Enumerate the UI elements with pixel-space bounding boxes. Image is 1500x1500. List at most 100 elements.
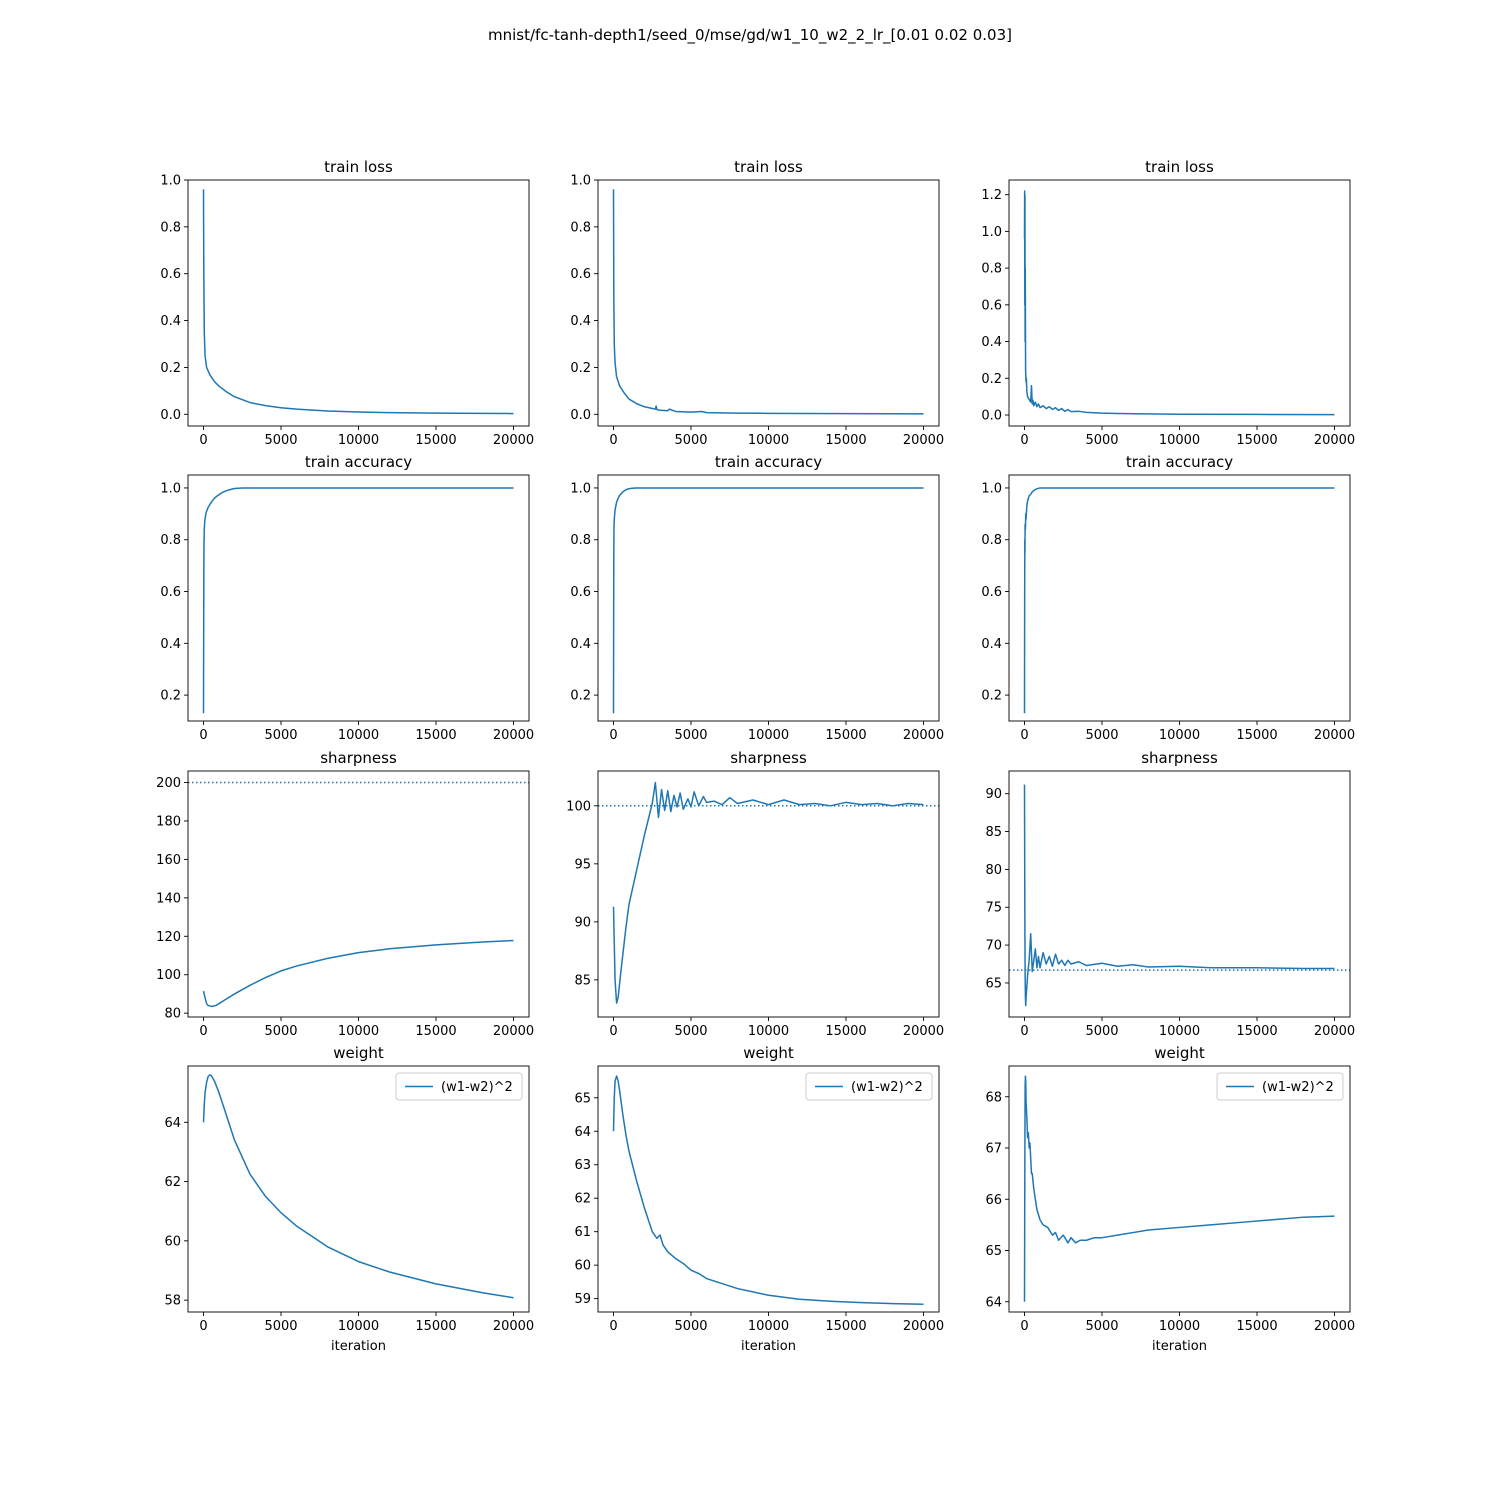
x-tick-label: 5000 bbox=[264, 1319, 297, 1334]
subplot-acc-lr2: train accuracy 0 5000 10000 15000 20000 0.2 0.4… bbox=[570, 453, 944, 743]
subplot-title: train loss bbox=[734, 158, 803, 176]
y-tick-label: 0.0 bbox=[981, 408, 1002, 423]
x-tick-label: 10000 bbox=[338, 433, 379, 448]
subplot-title: train accuracy bbox=[1126, 453, 1233, 471]
y-tick-label: 64 bbox=[574, 1125, 591, 1140]
subplot-title: sharpness bbox=[730, 749, 807, 767]
x-tick-label: 15000 bbox=[415, 1024, 456, 1039]
series-line bbox=[1023, 1075, 1335, 1302]
legend-label: (w1-w2)^2 bbox=[441, 1080, 513, 1095]
series-line bbox=[202, 939, 514, 1008]
x-tick-label: 15000 bbox=[415, 1319, 456, 1334]
y-tick-label: 85 bbox=[574, 973, 591, 988]
y-tick-label: 0.4 bbox=[160, 637, 181, 652]
x-tick-label: 10000 bbox=[338, 1319, 379, 1334]
x-tick-label: 10000 bbox=[1159, 728, 1200, 743]
subplot-sharp-lr1: sharpness 0 5000 10000 15000 20000 80 100 120 140… bbox=[156, 749, 534, 1039]
y-tick-label: 63 bbox=[574, 1158, 591, 1173]
x-tick-label: 0 bbox=[609, 1024, 617, 1039]
y-tick-label: 80 bbox=[164, 1007, 181, 1022]
series-line bbox=[612, 487, 924, 714]
y-tick-label: 0.2 bbox=[570, 689, 591, 704]
x-tick-label: 20000 bbox=[1314, 728, 1355, 743]
x-tick-label: 5000 bbox=[674, 1024, 707, 1039]
x-tick-label: 20000 bbox=[903, 728, 944, 743]
y-tick-label: 0.6 bbox=[981, 298, 1002, 313]
y-tick-label: 100 bbox=[566, 799, 591, 814]
x-tick-label: 15000 bbox=[825, 1024, 866, 1039]
x-tick-label: 10000 bbox=[1159, 433, 1200, 448]
x-tick-label: 5000 bbox=[674, 1319, 707, 1334]
x-tick-label: 10000 bbox=[748, 1024, 789, 1039]
x-tick-label: 0 bbox=[1020, 1024, 1028, 1039]
y-tick-label: 0.8 bbox=[160, 533, 181, 548]
subplot-title: train loss bbox=[324, 158, 393, 176]
subplot-title: weight bbox=[743, 1044, 794, 1062]
axes-frame bbox=[1008, 474, 1351, 722]
y-tick-label: 0.4 bbox=[981, 335, 1002, 350]
y-tick-label: 75 bbox=[985, 901, 1002, 916]
y-tick-label: 120 bbox=[156, 930, 181, 945]
x-tick-label: 10000 bbox=[1159, 1319, 1200, 1334]
x-tick-label: 20000 bbox=[493, 728, 534, 743]
subplot-loss-lr2: train loss 0 5000 10000 15000 20000 0.0 0.2 0.4 0… bbox=[570, 158, 944, 448]
series-line bbox=[612, 1075, 924, 1306]
subplot-loss-lr1: train loss 0 5000 10000 15000 20000 0.0 0.2 0.4 0… bbox=[160, 158, 534, 448]
y-tick-label: 65 bbox=[985, 976, 1002, 991]
y-tick-label: 160 bbox=[156, 853, 181, 868]
y-tick-label: 62 bbox=[574, 1192, 591, 1207]
subplot-sharp-lr2: sharpness 0 5000 10000 15000 20000 85 90 95 100 bbox=[566, 749, 944, 1039]
y-tick-label: 67 bbox=[985, 1142, 1002, 1157]
y-tick-label: 1.0 bbox=[570, 481, 591, 496]
axes-frame bbox=[1008, 179, 1351, 427]
x-tick-label: 20000 bbox=[493, 433, 534, 448]
subplot-sharp-lr3: sharpness 0 5000 10000 15000 20000 65 70 75 80 85 9… bbox=[985, 749, 1355, 1039]
x-tick-label: 5000 bbox=[1085, 433, 1118, 448]
y-tick-label: 1.0 bbox=[160, 174, 181, 189]
x-tick-label: 20000 bbox=[1314, 1319, 1355, 1334]
x-tick-label: 5000 bbox=[1085, 728, 1118, 743]
y-tick-label: 140 bbox=[156, 891, 181, 906]
x-tick-label: 0 bbox=[199, 1024, 207, 1039]
x-axis-label: iteration bbox=[1152, 1339, 1207, 1354]
axes-frame bbox=[597, 474, 940, 722]
y-tick-label: 180 bbox=[156, 814, 181, 829]
series-line bbox=[202, 189, 514, 415]
y-tick-label: 60 bbox=[164, 1234, 181, 1249]
y-tick-label: 0.6 bbox=[570, 267, 591, 282]
x-tick-label: 0 bbox=[1020, 433, 1028, 448]
y-tick-label: 90 bbox=[574, 915, 591, 930]
y-tick-label: 0.2 bbox=[160, 689, 181, 704]
y-tick-label: 0.6 bbox=[160, 585, 181, 600]
subplot-title: train accuracy bbox=[715, 453, 822, 471]
axes-frame bbox=[597, 1065, 940, 1313]
x-tick-label: 20000 bbox=[903, 1024, 944, 1039]
y-tick-label: 0.4 bbox=[570, 314, 591, 329]
y-tick-label: 0.2 bbox=[160, 361, 181, 376]
y-tick-label: 85 bbox=[985, 825, 1002, 840]
axes-frame bbox=[187, 474, 530, 722]
y-tick-label: 64 bbox=[985, 1295, 1002, 1310]
y-tick-label: 1.0 bbox=[570, 174, 591, 189]
series-line bbox=[1023, 190, 1335, 416]
axes-frame bbox=[1008, 770, 1351, 1018]
subplot-acc-lr3: train accuracy 0 5000 10000 15000 20000 0.2 0.4… bbox=[981, 453, 1355, 743]
legend-box bbox=[1216, 1072, 1344, 1101]
y-tick-label: 58 bbox=[164, 1294, 181, 1309]
x-tick-label: 15000 bbox=[415, 728, 456, 743]
y-tick-label: 0.6 bbox=[160, 267, 181, 282]
y-tick-label: 95 bbox=[574, 857, 591, 872]
axes-frame bbox=[1008, 1065, 1351, 1313]
x-tick-label: 5000 bbox=[264, 728, 297, 743]
subplot-title: sharpness bbox=[320, 749, 397, 767]
y-tick-label: 61 bbox=[574, 1225, 591, 1240]
x-tick-label: 15000 bbox=[825, 1319, 866, 1334]
y-tick-label: 0.8 bbox=[981, 262, 1002, 277]
x-tick-label: 10000 bbox=[748, 1319, 789, 1334]
y-tick-label: 0.0 bbox=[570, 408, 591, 423]
y-tick-label: 64 bbox=[164, 1116, 181, 1131]
y-tick-label: 200 bbox=[156, 776, 181, 791]
series-line bbox=[202, 487, 514, 714]
legend-label: (w1-w2)^2 bbox=[851, 1080, 923, 1095]
